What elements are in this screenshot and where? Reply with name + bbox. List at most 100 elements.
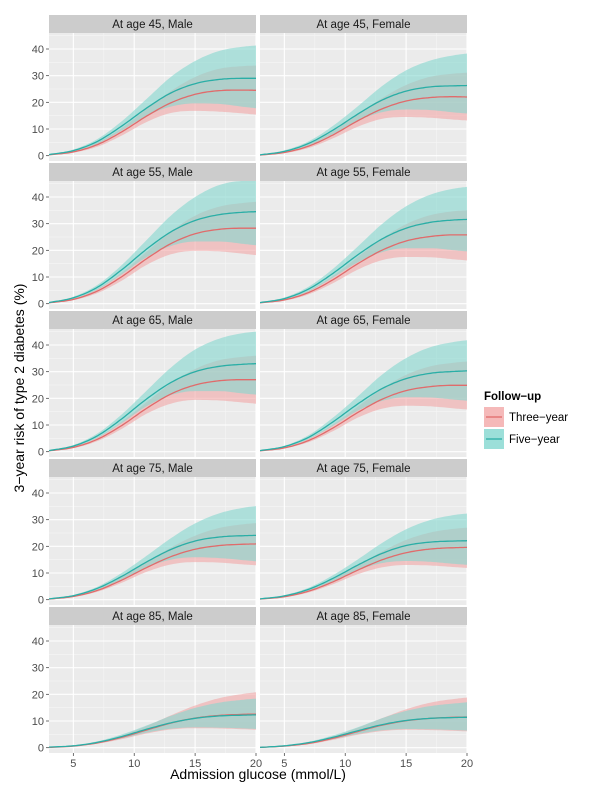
y-axis-title: 3−year risk of type 2 diabetes (%)	[11, 284, 27, 493]
panel-at-age-55-female: At age 55, Female	[260, 163, 467, 309]
facet-strip-label: At age 65, Female	[317, 315, 411, 327]
series-layer	[260, 697, 467, 749]
y-tick-label: 10	[32, 568, 44, 580]
series-line-three-year	[49, 379, 256, 452]
confidence-band-five-year	[260, 53, 467, 156]
y-tick-label: 40	[32, 488, 44, 500]
panel-at-age-85-male: At age 85, Male	[49, 607, 256, 753]
y-tick-label: 10	[32, 716, 44, 728]
facet-strip-label: At age 65, Male	[112, 315, 193, 327]
series-line-five-year	[49, 211, 256, 304]
confidence-band-five-year	[49, 181, 256, 303]
series-line-three-year	[260, 546, 467, 600]
facet-strip-label: At age 75, Male	[112, 463, 193, 475]
series-line-three-year	[260, 384, 467, 452]
series-layer	[260, 53, 467, 156]
facet-strip	[260, 15, 467, 33]
y-tick-label: 40	[32, 192, 44, 204]
panel-at-age-85-female: At age 85, Female	[260, 607, 467, 753]
y-tick-label: 30	[32, 219, 44, 231]
y-tick-label: 0	[38, 743, 44, 755]
series-layer	[260, 513, 467, 600]
series-layer	[49, 181, 256, 304]
facet-strip-label: At age 45, Male	[112, 19, 193, 31]
confidence-band-five-year	[260, 186, 467, 303]
series-layer	[49, 692, 256, 749]
facet-strip	[49, 15, 256, 33]
panel-at-age-65-female: At age 65, Female	[260, 311, 467, 457]
y-tick-label: 10	[32, 124, 44, 136]
facet-strip-label: At age 85, Male	[112, 611, 193, 623]
series-layer	[49, 331, 256, 452]
axes-layer: 0 10 20 30 40 0 10 20 30 40 0 10 20 30 40 0 10 20 30 40 0 10 2…	[32, 44, 473, 770]
y-tick-label: 10	[32, 420, 44, 432]
gridlines	[49, 625, 256, 753]
y-tick-label: 10	[32, 272, 44, 284]
series-line-five-year	[260, 540, 467, 600]
facet-strip	[49, 163, 256, 181]
panel-at-age-75-male: At age 75, Male	[49, 459, 256, 605]
series-line-five-year	[49, 714, 256, 748]
legend-entry-five-year: Five−year	[484, 429, 560, 449]
series-line-three-year	[260, 96, 467, 156]
facet-strip	[260, 607, 467, 625]
y-tick-label: 20	[32, 97, 44, 109]
x-tick-label: 15	[400, 758, 412, 770]
series-layer	[49, 45, 256, 156]
facet-strip-label: At age 55, Male	[112, 167, 193, 179]
series-line-five-year	[49, 534, 256, 600]
series-layer	[49, 506, 256, 600]
confidence-band-five-year	[260, 702, 467, 748]
confidence-band-five-year	[49, 45, 256, 155]
plot-area	[49, 625, 256, 753]
facet-strip-label: At age 75, Female	[317, 463, 411, 475]
gridlines	[49, 181, 256, 309]
x-tick-label: 20	[250, 758, 262, 770]
x-axis-title: Admission glucose (mmol/L)	[170, 766, 346, 782]
panels-layer: At age 45, Male At age 45, Female At age 5…	[49, 15, 467, 753]
y-tick-label: 0	[38, 595, 44, 607]
y-tick-label: 20	[32, 245, 44, 257]
facet-strip	[49, 607, 256, 625]
facet-strip	[260, 459, 467, 477]
x-tick-label: 5	[70, 758, 76, 770]
facet-strip-label: At age 55, Female	[317, 167, 411, 179]
series-line-five-year	[49, 77, 256, 156]
facet-strip	[49, 311, 256, 329]
series-line-five-year	[49, 363, 256, 452]
facet-strip	[260, 163, 467, 181]
legend-entry-three-year: Three−year	[484, 407, 568, 427]
y-tick-label: 20	[32, 393, 44, 405]
series-line-three-year	[49, 543, 256, 600]
facet-strip-label: At age 45, Female	[317, 19, 411, 31]
y-tick-label: 40	[32, 636, 44, 648]
series-layer	[260, 186, 467, 304]
legend-title: Follow−up	[484, 391, 541, 403]
panel-at-age-45-male: At age 45, Male	[49, 15, 256, 161]
confidence-band-five-year	[260, 513, 467, 600]
gridlines	[260, 625, 467, 753]
x-tick-label: 5	[281, 758, 287, 770]
series-line-three-year	[260, 234, 467, 304]
y-tick-label: 30	[32, 71, 44, 83]
x-tick-label: 15	[189, 758, 201, 770]
confidence-band-five-year	[260, 340, 467, 451]
legend-label-five-year: Five−year	[509, 434, 560, 446]
y-tick-label: 30	[32, 663, 44, 675]
panel-at-age-75-female: At age 75, Female	[260, 459, 467, 605]
y-tick-label: 30	[32, 367, 44, 379]
series-line-five-year	[260, 218, 467, 304]
legend-label-three-year: Three−year	[509, 412, 568, 424]
series-line-five-year	[260, 370, 467, 452]
y-tick-label: 40	[32, 340, 44, 352]
series-line-five-year	[260, 84, 467, 156]
series-line-five-year	[260, 716, 467, 749]
legend: Follow−up Three−year Five−year	[484, 391, 568, 449]
facet-strip	[49, 459, 256, 477]
series-line-three-year	[49, 89, 256, 156]
series-line-three-year	[49, 227, 256, 304]
y-tick-label: 0	[38, 299, 44, 311]
y-tick-label: 40	[32, 44, 44, 56]
panel-at-age-45-female: At age 45, Female	[260, 15, 467, 161]
